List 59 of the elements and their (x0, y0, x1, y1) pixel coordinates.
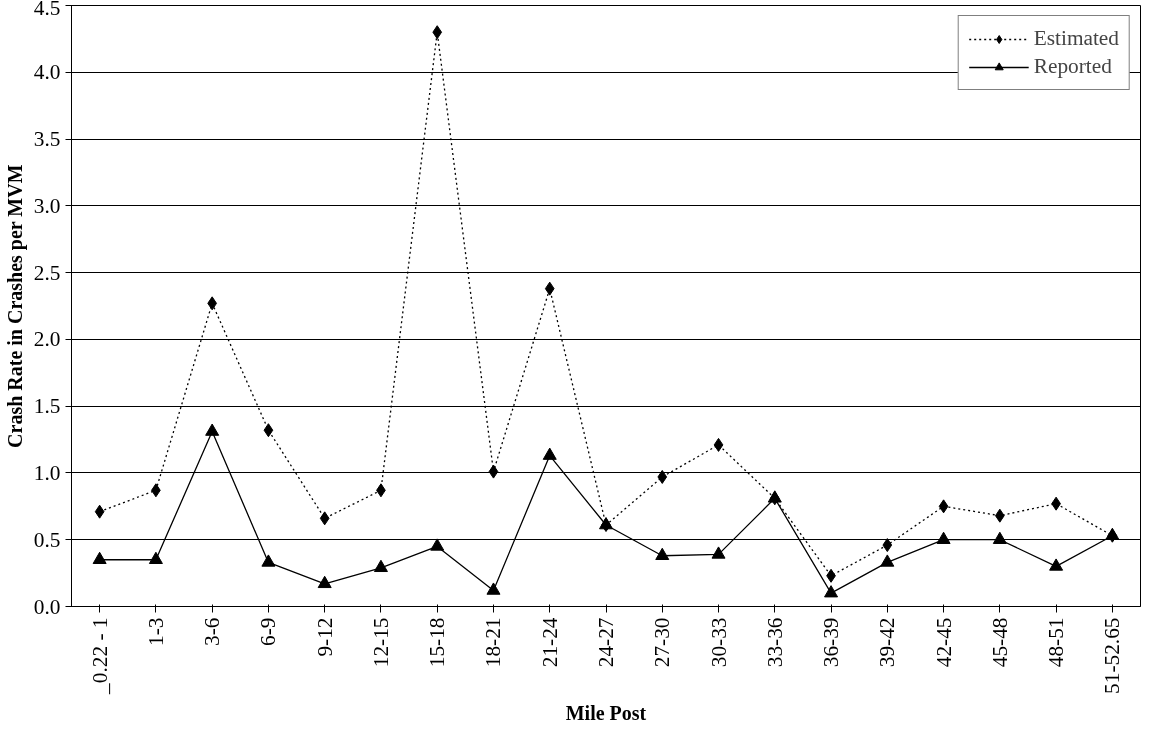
point (1049, 558, 1064, 571)
y-tick-label: 4.0 (33, 60, 61, 85)
point (148, 551, 163, 565)
legend-label: Reported (1033, 54, 1112, 79)
point (992, 531, 1007, 544)
point (655, 547, 670, 560)
y-tick-label: 4.5 (33, 0, 61, 20)
x-tick-label: 15-18 (425, 617, 450, 668)
x-tick-label: 42-45 (931, 617, 956, 668)
x-tick-label: 21-24 (537, 617, 562, 668)
point (319, 511, 330, 526)
point (430, 538, 445, 551)
point (92, 551, 107, 565)
x-tick-label: _0.22 - 1 (87, 617, 112, 695)
x-tick-label: 48-51 (1044, 617, 1069, 668)
point (373, 559, 388, 573)
point (488, 464, 499, 479)
y-tick-label: 0.0 (33, 594, 61, 619)
point (657, 469, 668, 484)
point (824, 585, 839, 598)
y-tick-label: 2.5 (33, 260, 61, 285)
point (882, 538, 893, 553)
y-tick-label: 1.5 (33, 394, 61, 419)
x-tick-label: 27-30 (650, 617, 675, 668)
y-tick-label: 0.5 (33, 527, 61, 552)
x-axis-title: Mile Post (565, 701, 647, 724)
point (261, 554, 276, 567)
x-tick-label: 30-33 (706, 617, 731, 668)
x-tick-label: 45-48 (987, 617, 1012, 668)
point (542, 447, 557, 460)
point (711, 546, 726, 559)
point (432, 25, 443, 40)
x-tick-label: 39-42 (875, 617, 900, 668)
point (317, 575, 332, 589)
x-tick-label: 12-15 (368, 617, 393, 668)
y-tick-label: 3.0 (33, 193, 61, 218)
x-tick-label: 3-6 (200, 617, 225, 646)
point (263, 423, 274, 438)
legend-label: Estimated (1033, 26, 1119, 51)
x-tick-label: 51-52.65 (1100, 617, 1125, 694)
x-tick-label: 24-27 (594, 617, 618, 668)
x-tick-label: 1-3 (143, 617, 168, 646)
point (205, 423, 220, 436)
x-tick-label: 36-39 (819, 617, 844, 668)
x-tick-label: 6-9 (256, 617, 281, 646)
x-tick-label: 18-21 (481, 617, 506, 668)
x-tick-label: 9-12 (312, 617, 337, 657)
x-tick-label: 33-36 (762, 617, 787, 668)
y-tick-label: 1.0 (33, 460, 61, 485)
y-tick-label: 2.0 (33, 327, 61, 352)
y-axis-title: Crash Rate in Crashes per MVM (3, 164, 27, 448)
y-tick-label: 3.5 (33, 127, 61, 152)
point (880, 554, 895, 567)
point (486, 582, 501, 595)
point (544, 281, 555, 296)
point (938, 499, 949, 514)
point (94, 504, 105, 519)
point (936, 531, 951, 544)
point (713, 437, 724, 452)
